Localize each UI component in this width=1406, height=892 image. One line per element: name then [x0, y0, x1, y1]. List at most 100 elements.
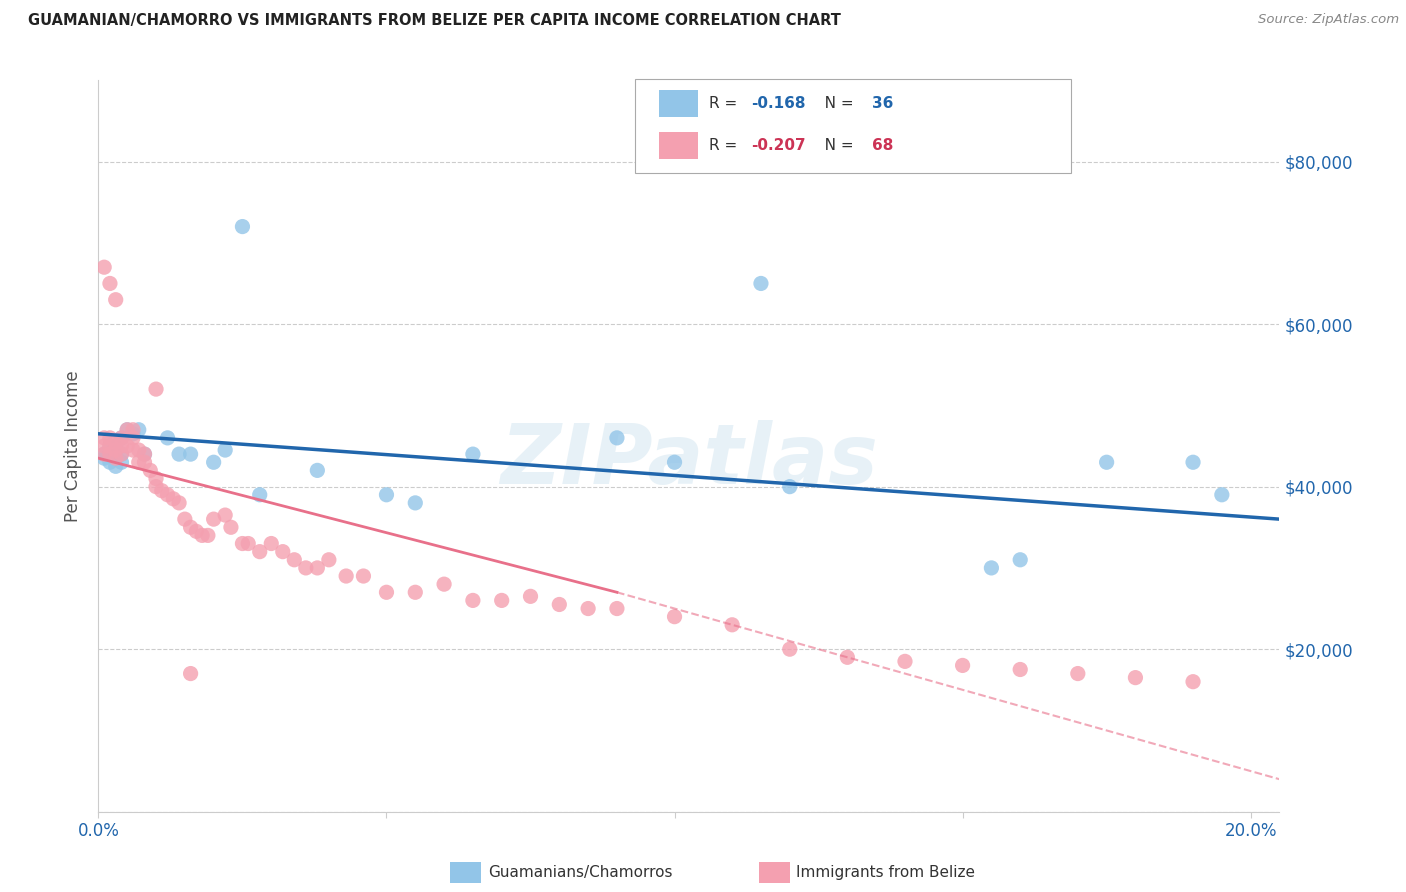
Point	[375, 585, 398, 599]
Point	[180, 520, 202, 534]
Point	[156, 431, 179, 445]
Point	[128, 455, 150, 469]
Point	[128, 423, 150, 437]
Text: Immigrants from Belize: Immigrants from Belize	[796, 865, 974, 880]
Y-axis label: Per Capita Income: Per Capita Income	[65, 370, 83, 522]
Point	[110, 447, 132, 461]
Point	[491, 593, 513, 607]
Text: -0.207: -0.207	[751, 138, 806, 153]
Point	[110, 439, 132, 453]
Point	[461, 593, 484, 607]
Point	[145, 382, 167, 396]
Point	[352, 569, 374, 583]
Text: -0.168: -0.168	[751, 95, 806, 111]
Point	[779, 480, 801, 494]
Point	[1095, 455, 1118, 469]
Point	[202, 455, 225, 469]
Point	[145, 480, 167, 494]
Point	[173, 512, 195, 526]
Point	[1010, 553, 1032, 567]
Point	[271, 544, 294, 558]
Point	[98, 439, 121, 453]
Point	[180, 447, 202, 461]
Point	[461, 447, 484, 461]
Text: ZIPatlas: ZIPatlas	[501, 420, 877, 501]
Point	[167, 496, 190, 510]
Point	[104, 443, 127, 458]
Point	[260, 536, 283, 550]
Point	[134, 447, 156, 461]
Point	[295, 561, 318, 575]
Point	[115, 439, 138, 453]
Point	[307, 463, 329, 477]
Point	[186, 524, 208, 539]
Point	[219, 520, 242, 534]
Point	[214, 443, 236, 458]
Point	[1010, 663, 1032, 677]
Point	[1182, 455, 1205, 469]
Point	[98, 439, 121, 453]
Point	[664, 609, 686, 624]
Point	[115, 423, 138, 437]
Point	[104, 451, 127, 466]
Point	[139, 463, 162, 477]
Point	[93, 447, 115, 461]
Point	[576, 601, 599, 615]
Point	[197, 528, 219, 542]
Text: R =: R =	[709, 95, 742, 111]
Point	[104, 447, 127, 461]
Point	[548, 598, 571, 612]
Point	[98, 277, 121, 291]
Point	[249, 544, 271, 558]
Point	[180, 666, 202, 681]
Point	[104, 459, 127, 474]
Point	[1182, 674, 1205, 689]
Point	[145, 471, 167, 485]
Point	[1125, 671, 1147, 685]
Text: Source: ZipAtlas.com: Source: ZipAtlas.com	[1258, 13, 1399, 27]
Point	[115, 423, 138, 437]
Point	[404, 496, 426, 510]
Text: 36: 36	[872, 95, 894, 111]
Point	[93, 431, 115, 445]
Text: N =: N =	[810, 138, 859, 153]
Point	[98, 455, 121, 469]
Point	[202, 512, 225, 526]
Point	[191, 528, 214, 542]
Point	[162, 491, 184, 506]
Point	[307, 561, 329, 575]
Point	[375, 488, 398, 502]
Point	[150, 483, 173, 498]
Point	[837, 650, 859, 665]
Point	[122, 443, 145, 458]
Point	[98, 431, 121, 445]
Point	[110, 431, 132, 445]
Point	[749, 277, 772, 291]
Point	[93, 260, 115, 275]
Point	[1211, 488, 1233, 502]
Point	[93, 451, 115, 466]
Point	[122, 431, 145, 445]
Text: Guamanians/Chamorros: Guamanians/Chamorros	[488, 865, 672, 880]
Point	[104, 439, 127, 453]
Point	[134, 447, 156, 461]
Point	[335, 569, 357, 583]
Point	[110, 431, 132, 445]
Point	[122, 426, 145, 441]
Point	[519, 590, 541, 604]
Point	[110, 455, 132, 469]
Point	[1067, 666, 1090, 681]
Point	[104, 293, 127, 307]
Point	[404, 585, 426, 599]
Point	[104, 434, 127, 449]
Point	[980, 561, 1002, 575]
Point	[214, 508, 236, 522]
Point	[249, 488, 271, 502]
Point	[110, 447, 132, 461]
Point	[98, 447, 121, 461]
Point	[238, 536, 260, 550]
Text: 68: 68	[872, 138, 894, 153]
Point	[721, 617, 744, 632]
Point	[231, 536, 253, 550]
Point	[779, 642, 801, 657]
